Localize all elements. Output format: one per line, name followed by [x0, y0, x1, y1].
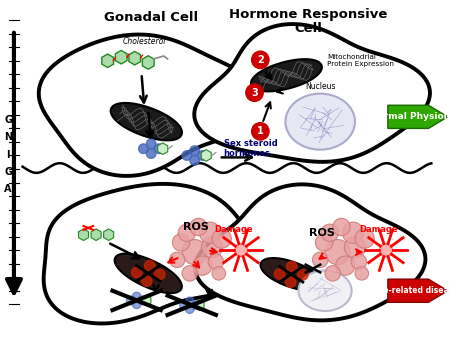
- Circle shape: [178, 224, 196, 241]
- Circle shape: [325, 240, 350, 265]
- Circle shape: [234, 243, 248, 257]
- Text: 1: 1: [257, 126, 264, 136]
- Polygon shape: [251, 59, 322, 91]
- Circle shape: [170, 252, 185, 268]
- Circle shape: [182, 240, 207, 265]
- Text: Sex steroid
hormones: Sex steroid hormones: [224, 139, 277, 159]
- Text: Gonadal Cell: Gonadal Cell: [104, 10, 198, 24]
- Text: I: I: [7, 149, 10, 160]
- Circle shape: [180, 301, 188, 310]
- FancyArrow shape: [388, 105, 448, 128]
- Circle shape: [190, 155, 200, 165]
- Circle shape: [285, 277, 296, 287]
- Text: Hormone Responsive
Cell: Hormone Responsive Cell: [229, 8, 388, 35]
- Circle shape: [355, 229, 374, 248]
- Circle shape: [198, 151, 207, 160]
- Text: N: N: [4, 132, 12, 142]
- Circle shape: [190, 218, 207, 236]
- Text: ROS: ROS: [183, 222, 209, 232]
- Text: G: G: [4, 115, 12, 125]
- Circle shape: [173, 234, 190, 251]
- Circle shape: [252, 123, 269, 140]
- Circle shape: [132, 300, 141, 309]
- Circle shape: [325, 266, 340, 281]
- Text: Normal Physiology: Normal Physiology: [370, 112, 465, 121]
- Circle shape: [132, 292, 141, 301]
- Circle shape: [191, 301, 200, 310]
- Circle shape: [355, 267, 368, 280]
- Circle shape: [138, 296, 147, 305]
- Circle shape: [141, 276, 152, 286]
- Circle shape: [131, 267, 142, 277]
- Circle shape: [185, 305, 194, 313]
- Polygon shape: [261, 258, 322, 291]
- Circle shape: [315, 234, 333, 251]
- Text: Mitochondrial
Protein Expression: Mitochondrial Protein Expression: [327, 54, 394, 67]
- Circle shape: [312, 252, 328, 268]
- FancyArrow shape: [388, 279, 448, 302]
- Circle shape: [286, 261, 297, 272]
- Text: Damage: Damage: [359, 225, 398, 234]
- Circle shape: [345, 237, 365, 258]
- Polygon shape: [115, 254, 182, 293]
- Circle shape: [146, 149, 156, 159]
- Circle shape: [201, 237, 223, 258]
- Circle shape: [185, 297, 194, 306]
- Circle shape: [182, 151, 191, 160]
- Text: G: G: [4, 167, 12, 177]
- Text: Nucleus: Nucleus: [305, 82, 336, 91]
- Circle shape: [336, 256, 355, 275]
- Circle shape: [342, 222, 364, 243]
- Text: Age-related diseases: Age-related diseases: [372, 286, 463, 295]
- Circle shape: [252, 51, 269, 69]
- Circle shape: [351, 254, 366, 269]
- Circle shape: [154, 144, 164, 153]
- Polygon shape: [195, 184, 426, 320]
- Circle shape: [155, 269, 165, 280]
- Circle shape: [298, 269, 308, 280]
- Circle shape: [333, 218, 350, 236]
- Ellipse shape: [285, 94, 355, 150]
- Circle shape: [208, 254, 224, 269]
- Text: 2: 2: [257, 55, 264, 65]
- Circle shape: [190, 146, 200, 155]
- Text: 3: 3: [251, 88, 258, 98]
- Polygon shape: [44, 184, 258, 323]
- Circle shape: [127, 296, 135, 305]
- Ellipse shape: [299, 270, 352, 311]
- Circle shape: [212, 229, 231, 248]
- Circle shape: [138, 144, 148, 153]
- Circle shape: [379, 243, 392, 257]
- Circle shape: [145, 260, 155, 271]
- Polygon shape: [39, 34, 264, 176]
- Text: A: A: [4, 184, 12, 194]
- Circle shape: [193, 256, 212, 275]
- Text: ROS: ROS: [309, 228, 335, 238]
- Circle shape: [182, 266, 198, 281]
- Circle shape: [212, 267, 226, 280]
- Polygon shape: [110, 103, 182, 140]
- Circle shape: [274, 269, 285, 279]
- Polygon shape: [194, 24, 430, 162]
- Circle shape: [246, 84, 263, 101]
- Text: Damage: Damage: [214, 225, 253, 234]
- Circle shape: [200, 222, 221, 243]
- Circle shape: [146, 139, 156, 149]
- Circle shape: [321, 224, 338, 241]
- Text: Cholesterol: Cholesterol: [123, 38, 166, 46]
